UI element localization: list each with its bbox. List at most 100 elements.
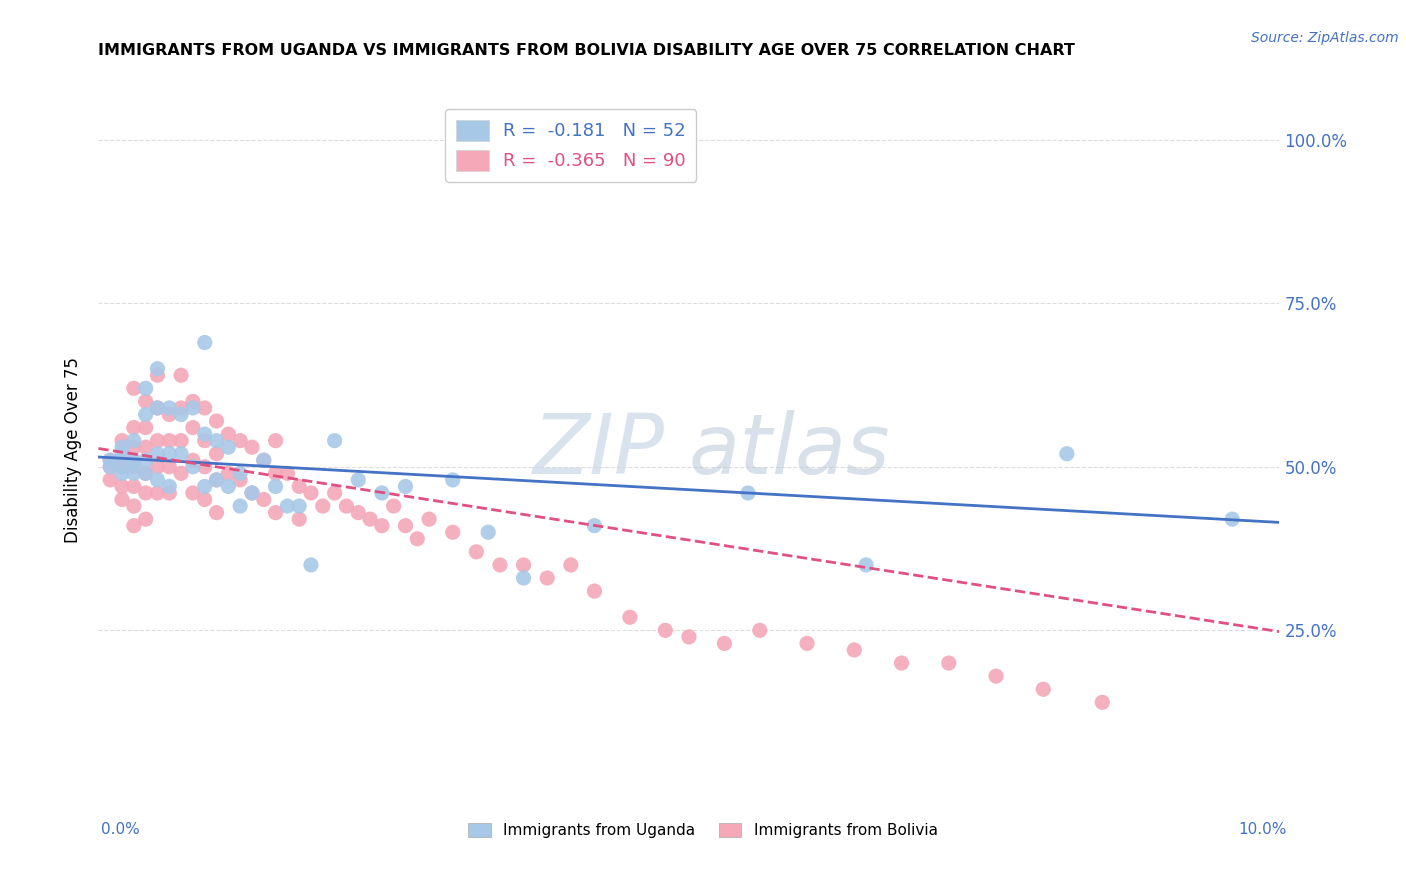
- Point: [418, 512, 440, 526]
- Point: [135, 394, 157, 409]
- Point: [217, 440, 239, 454]
- Point: [181, 486, 204, 500]
- Point: [465, 545, 488, 559]
- Point: [98, 453, 121, 467]
- Text: Source: ZipAtlas.com: Source: ZipAtlas.com: [1251, 31, 1399, 45]
- Point: [796, 636, 818, 650]
- Point: [98, 459, 121, 474]
- Point: [276, 499, 298, 513]
- Point: [170, 434, 193, 448]
- Point: [394, 518, 416, 533]
- Point: [1091, 695, 1114, 709]
- Point: [205, 473, 228, 487]
- Point: [98, 453, 121, 467]
- Point: [146, 473, 169, 487]
- Point: [276, 467, 298, 481]
- Point: [170, 467, 193, 481]
- Text: atlas: atlas: [689, 410, 890, 491]
- Point: [146, 459, 169, 474]
- Point: [264, 479, 287, 493]
- Point: [205, 434, 228, 448]
- Point: [335, 499, 357, 513]
- Point: [146, 368, 169, 383]
- Point: [157, 401, 180, 415]
- Text: 0.0%: 0.0%: [101, 822, 141, 837]
- Point: [748, 624, 770, 638]
- Point: [217, 467, 239, 481]
- Point: [122, 499, 145, 513]
- Point: [288, 479, 311, 493]
- Point: [371, 486, 394, 500]
- Point: [229, 467, 252, 481]
- Point: [205, 447, 228, 461]
- Point: [135, 408, 157, 422]
- Point: [146, 401, 169, 415]
- Point: [194, 335, 217, 350]
- Point: [205, 414, 228, 428]
- Legend: Immigrants from Uganda, Immigrants from Bolivia: Immigrants from Uganda, Immigrants from …: [463, 817, 943, 844]
- Point: [217, 427, 239, 442]
- Point: [146, 401, 169, 415]
- Point: [1220, 512, 1243, 526]
- Point: [406, 532, 429, 546]
- Text: 10.0%: 10.0%: [1239, 822, 1286, 837]
- Point: [111, 479, 134, 493]
- Text: ZIP: ZIP: [533, 410, 665, 491]
- Point: [288, 499, 311, 513]
- Point: [229, 499, 252, 513]
- Point: [253, 492, 276, 507]
- Point: [146, 434, 169, 448]
- Point: [122, 434, 145, 448]
- Point: [560, 558, 582, 572]
- Point: [111, 447, 134, 461]
- Point: [371, 518, 394, 533]
- Point: [181, 420, 204, 434]
- Point: [111, 459, 134, 474]
- Point: [122, 467, 145, 481]
- Point: [135, 467, 157, 481]
- Point: [135, 486, 157, 500]
- Point: [441, 473, 464, 487]
- Point: [122, 381, 145, 395]
- Point: [181, 453, 204, 467]
- Text: IMMIGRANTS FROM UGANDA VS IMMIGRANTS FROM BOLIVIA DISABILITY AGE OVER 75 CORRELA: IMMIGRANTS FROM UGANDA VS IMMIGRANTS FRO…: [98, 43, 1076, 58]
- Point: [359, 512, 381, 526]
- Point: [122, 420, 145, 434]
- Point: [512, 571, 534, 585]
- Legend: R =  -0.181   N = 52, R =  -0.365   N = 90: R = -0.181 N = 52, R = -0.365 N = 90: [446, 109, 696, 182]
- Point: [122, 479, 145, 493]
- Point: [654, 624, 676, 638]
- Point: [229, 473, 252, 487]
- Point: [111, 492, 134, 507]
- Point: [583, 518, 606, 533]
- Point: [288, 512, 311, 526]
- Point: [264, 467, 287, 481]
- Point: [844, 643, 866, 657]
- Point: [122, 518, 145, 533]
- Point: [347, 473, 370, 487]
- Point: [984, 669, 1007, 683]
- Point: [512, 558, 534, 572]
- Point: [299, 558, 322, 572]
- Point: [194, 492, 217, 507]
- Point: [194, 459, 217, 474]
- Point: [146, 361, 169, 376]
- Point: [194, 479, 217, 493]
- Point: [1056, 447, 1078, 461]
- Point: [111, 453, 134, 467]
- Point: [347, 506, 370, 520]
- Point: [217, 479, 239, 493]
- Point: [157, 408, 180, 422]
- Point: [737, 486, 759, 500]
- Point: [264, 434, 287, 448]
- Point: [323, 486, 346, 500]
- Point: [312, 499, 335, 513]
- Point: [181, 401, 204, 415]
- Point: [170, 368, 193, 383]
- Point: [678, 630, 700, 644]
- Point: [441, 525, 464, 540]
- Point: [855, 558, 877, 572]
- Point: [157, 459, 180, 474]
- Point: [135, 467, 157, 481]
- Point: [890, 656, 912, 670]
